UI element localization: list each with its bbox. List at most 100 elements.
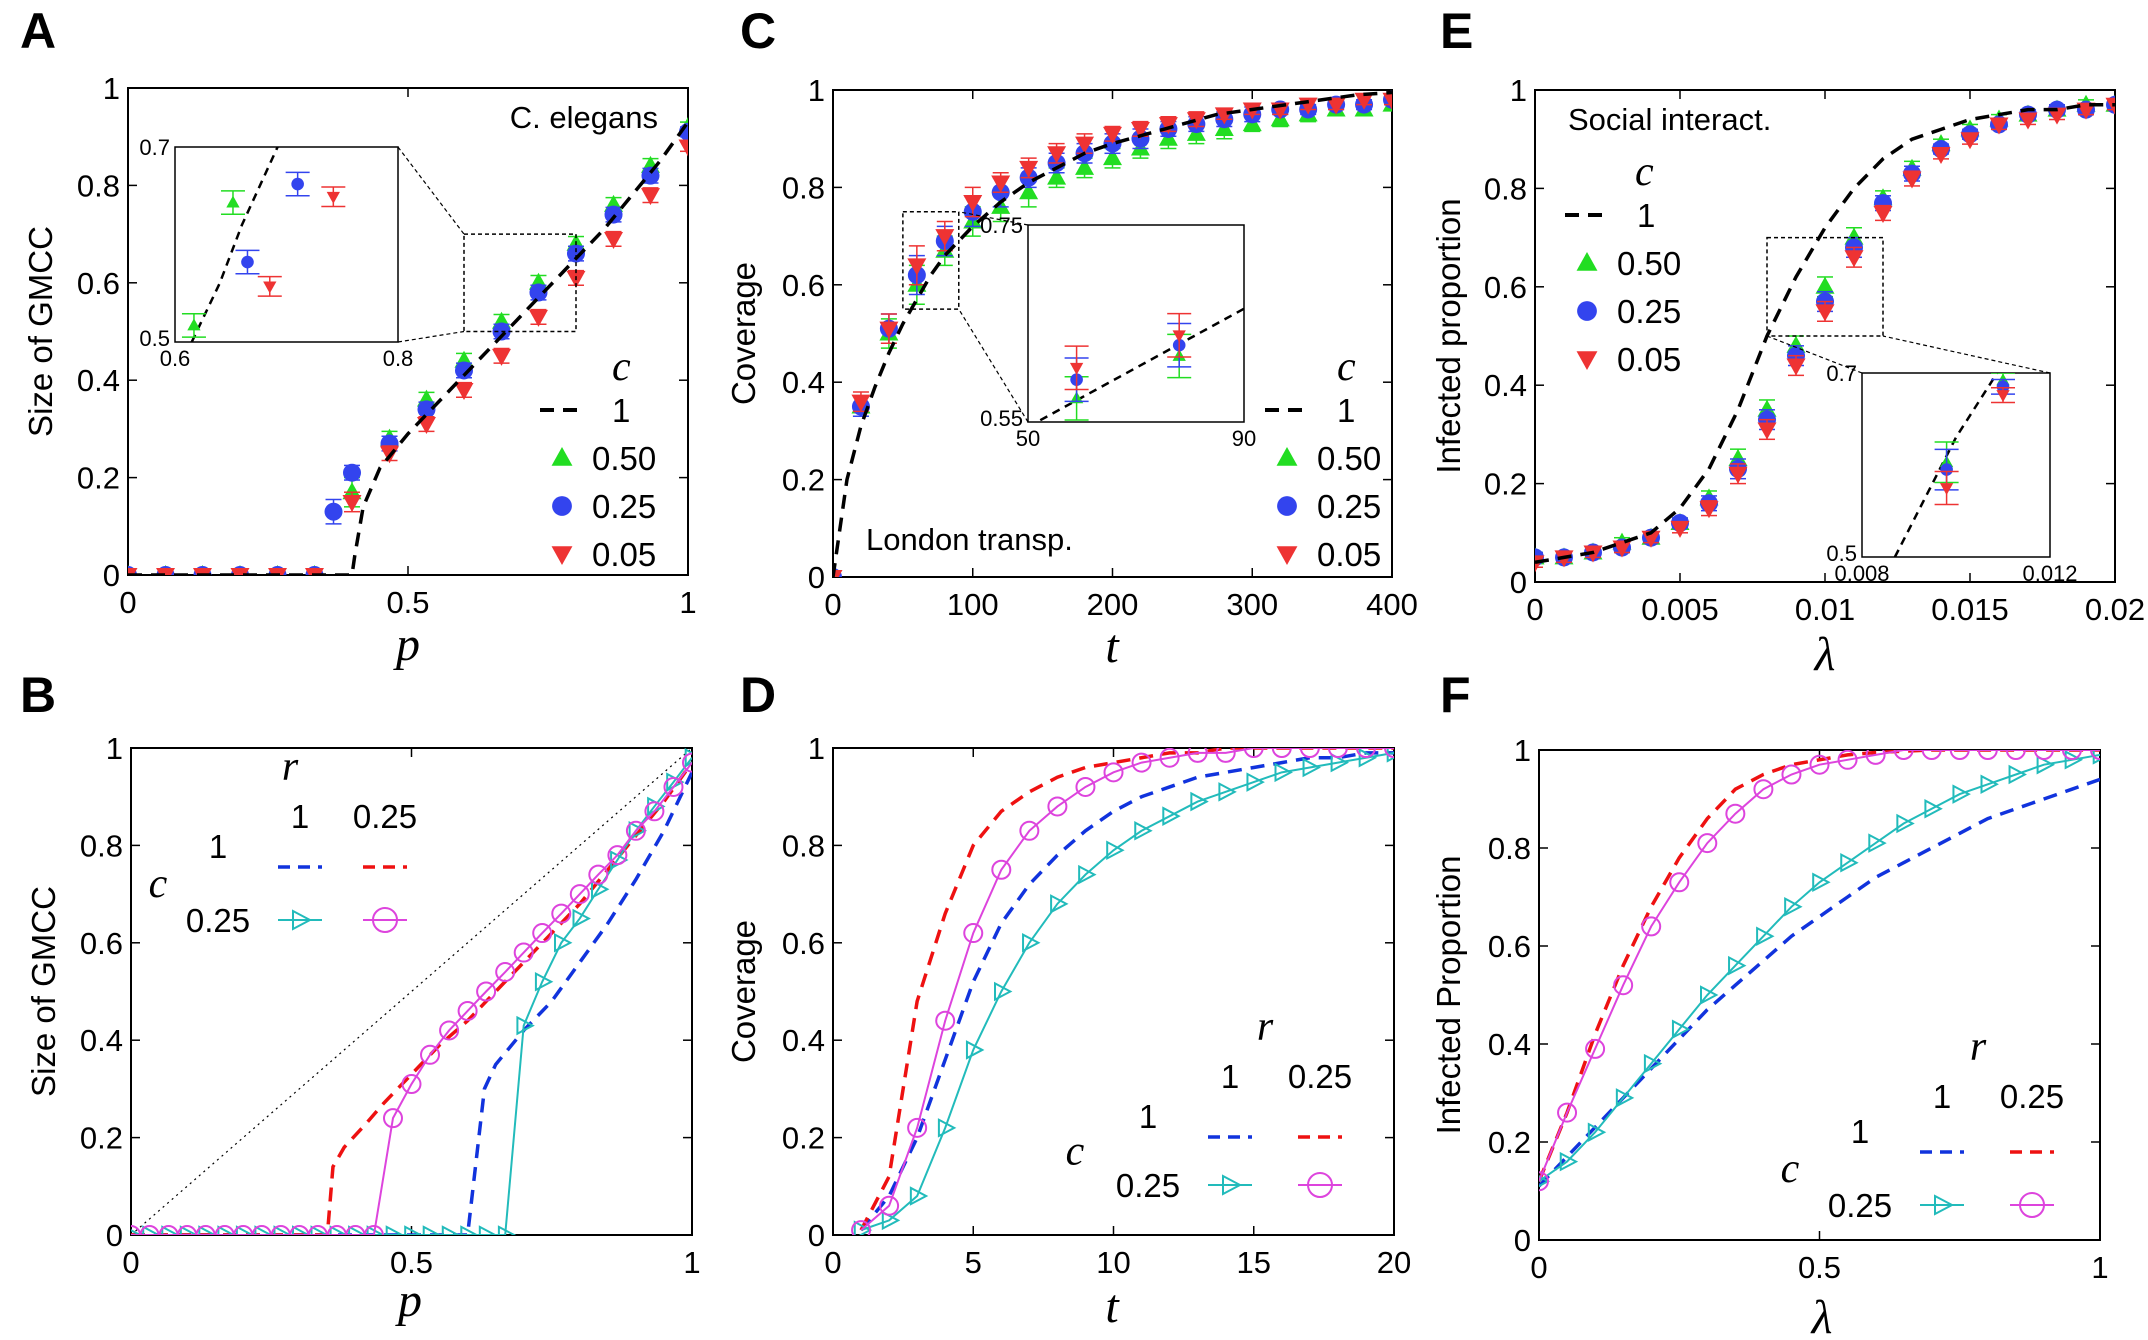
data-point xyxy=(1815,276,1835,294)
y-tick-label: 0.2 xyxy=(77,461,120,496)
x-tick-label: 0.5 xyxy=(386,585,429,620)
data-point xyxy=(2033,750,2054,760)
legend-title: c xyxy=(1635,149,1654,195)
data-point xyxy=(1047,146,1067,164)
plot-frame xyxy=(832,747,1395,1236)
data-point xyxy=(1699,501,1719,519)
data-point xyxy=(567,244,585,263)
data-point xyxy=(935,229,955,247)
data-point xyxy=(937,1118,957,1138)
data-point xyxy=(492,348,512,366)
legend-marker xyxy=(1576,252,1598,271)
data-point xyxy=(1190,791,1209,812)
plot-area xyxy=(851,748,1394,1235)
legend: c1 0.50 0.25 0.05 xyxy=(1565,149,1681,378)
data-point xyxy=(128,568,138,575)
data-point xyxy=(158,1225,179,1235)
x-tick-label: 200 xyxy=(1087,587,1139,622)
data-point xyxy=(307,1225,328,1235)
legend-c-value: 0.25 xyxy=(1116,1167,1180,1204)
x-tick-label: 1 xyxy=(683,1245,700,1280)
x-tick-label: 0 xyxy=(824,1245,841,1280)
legend-r-value: 0.25 xyxy=(1288,1058,1352,1095)
y-tick-label: 0.4 xyxy=(1488,1027,1531,1062)
data-point xyxy=(1977,750,1998,760)
data-point xyxy=(1557,1102,1578,1123)
legend-label: 0.05 xyxy=(592,536,656,573)
legend-marker xyxy=(1576,351,1598,370)
x-tick-label: 0 xyxy=(119,585,136,620)
data-point xyxy=(1326,97,1346,115)
inset-x-tick-label: 0.6 xyxy=(160,346,191,371)
data-point xyxy=(1784,897,1803,917)
data-point xyxy=(1078,864,1097,885)
legend: r 1 0.25 c 1 0.25 xyxy=(149,744,417,939)
series-line xyxy=(1539,750,2100,1182)
data-point xyxy=(1980,774,1999,795)
plot-area xyxy=(1535,94,2115,573)
data-point xyxy=(1215,748,1236,763)
y-tick-label: 1 xyxy=(808,731,825,766)
legend-marker xyxy=(2019,1192,2045,1218)
inset-plot xyxy=(181,147,346,342)
y-tick-label: 0.2 xyxy=(1484,467,1527,502)
data-point xyxy=(1302,757,1321,778)
y-tick-label: 1 xyxy=(106,731,123,766)
data-point xyxy=(1354,92,1374,110)
data-point xyxy=(965,1040,985,1060)
legend-marker xyxy=(551,447,573,466)
inset-data-point xyxy=(226,195,240,208)
data-point xyxy=(1106,840,1125,861)
data-point xyxy=(678,139,688,157)
inset-data-point xyxy=(241,255,254,269)
legend-label: 0.05 xyxy=(1617,341,1681,378)
data-point xyxy=(588,864,609,885)
data-point xyxy=(1815,304,1835,322)
panel-label: F xyxy=(1440,667,1471,723)
legend-marker xyxy=(552,496,572,516)
data-point xyxy=(1873,206,1893,223)
panel-label: C xyxy=(740,3,776,59)
zoom-box xyxy=(1766,236,1884,337)
data-point xyxy=(310,1225,329,1235)
inset-data-point xyxy=(326,191,340,204)
zoom-connector xyxy=(958,211,1029,226)
y-tick-label: 0 xyxy=(1510,565,1527,600)
data-point xyxy=(1019,160,1039,178)
data-point xyxy=(2047,107,2067,125)
panel-B: B 0 0.5 1 0 0.2 0.4 0.6 0.8 1 Size of GMCC p r 1 0.25 c… xyxy=(20,667,701,1327)
data-point xyxy=(179,1225,199,1235)
data-point xyxy=(1382,92,1392,110)
legend-c-title: c xyxy=(1781,1146,1800,1192)
data-point xyxy=(907,1117,928,1138)
data-point xyxy=(851,1220,872,1235)
zoom-connector xyxy=(397,330,465,343)
data-point xyxy=(270,1225,291,1235)
data-point xyxy=(161,1225,180,1235)
data-point xyxy=(1671,1019,1691,1040)
data-point xyxy=(1921,750,1942,760)
data-point xyxy=(2061,750,2082,760)
data-point xyxy=(1753,779,1774,800)
zoom-connector xyxy=(958,308,1029,423)
data-point xyxy=(214,1225,235,1235)
data-point xyxy=(2092,750,2100,765)
data-point xyxy=(1103,126,1122,144)
data-point xyxy=(553,933,573,953)
data-point xyxy=(2018,112,2038,130)
data-point xyxy=(1725,803,1746,824)
data-point xyxy=(1019,820,1040,841)
data-point xyxy=(385,1225,405,1235)
network-annotation: Social interact. xyxy=(1568,102,1771,137)
x-axis-label: λ xyxy=(1810,1291,1833,1340)
inset-data-point xyxy=(263,281,277,294)
x-tick-label: 0 xyxy=(1526,592,1543,627)
data-point xyxy=(1931,146,1951,164)
data-point xyxy=(591,879,610,899)
data-point xyxy=(420,1044,441,1065)
data-point xyxy=(454,382,474,400)
data-point xyxy=(1697,833,1718,854)
y-tick-label: 0 xyxy=(106,1218,123,1253)
y-tick-label: 1 xyxy=(103,71,120,106)
legend-marker xyxy=(1277,496,1297,516)
